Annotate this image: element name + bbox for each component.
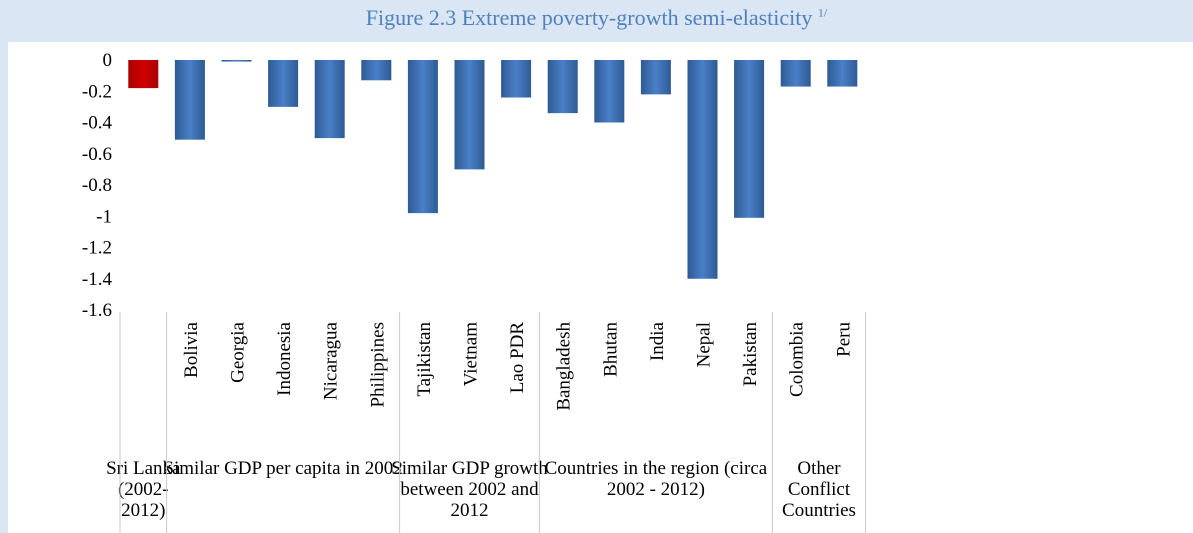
bar — [547, 60, 578, 114]
left-border-strip — [0, 42, 8, 533]
category-label: Philippines — [367, 322, 388, 408]
group-label: Other — [797, 458, 841, 479]
group-label: Countries in the region (circa — [545, 458, 768, 479]
group-label: between 2002 and — [400, 479, 539, 500]
group-label: 2012 — [451, 500, 489, 521]
group-label: Similar GDP growth — [391, 458, 548, 479]
category-label: Bolivia — [181, 321, 202, 378]
category-label: Bhutan — [600, 322, 621, 377]
bar — [314, 60, 345, 139]
y-tick-label: -1 — [96, 206, 112, 227]
bar — [640, 60, 671, 95]
category-label: Indonesia — [274, 321, 295, 395]
group-label: 2002 - 2012) — [607, 479, 705, 500]
group-label: (2002- — [118, 479, 169, 500]
bar — [734, 60, 765, 218]
chart-title-superscript: 1/ — [817, 5, 828, 20]
bar — [268, 60, 299, 107]
category-label: India — [647, 321, 668, 361]
group-label: 2012) — [121, 500, 165, 521]
y-tick-label: -1.2 — [82, 238, 112, 259]
bar — [780, 60, 811, 87]
group-label: Conflict — [788, 479, 851, 500]
category-label: Nicaragua — [321, 321, 342, 400]
bar — [174, 60, 205, 140]
group-label: Countries — [782, 500, 856, 521]
bar — [221, 60, 252, 62]
y-tick-label: -0.4 — [82, 113, 113, 134]
y-tick-label: -0.8 — [82, 175, 112, 196]
category-label: Pakistan — [740, 322, 761, 387]
y-tick-label: 0 — [103, 50, 113, 71]
category-label: Bangladesh — [554, 322, 575, 411]
category-label: Tajikistan — [414, 322, 435, 397]
category-label: Peru — [833, 322, 854, 357]
bar — [361, 60, 392, 81]
category-label: Lao PDR — [507, 322, 528, 394]
category-label: Vietnam — [461, 322, 482, 387]
category-label: Nepal — [694, 322, 715, 367]
bar — [454, 60, 485, 170]
y-tick-label: -1.6 — [82, 300, 112, 321]
group-label: Similar GDP per capita in 2002 — [163, 458, 402, 479]
bar — [407, 60, 438, 214]
bar — [594, 60, 625, 123]
bar — [501, 60, 532, 98]
group-label: Sri Lanka — [106, 458, 181, 479]
y-tick-label: -1.4 — [82, 269, 113, 290]
chart-title-text: Figure 2.3 Extreme poverty-growth semi-e… — [365, 5, 813, 30]
y-tick-label: -0.2 — [82, 81, 112, 102]
category-label: Georgia — [228, 321, 249, 382]
chart-title: Figure 2.3 Extreme poverty-growth semi-e… — [0, 5, 1193, 31]
bar — [827, 60, 858, 87]
bar-highlight — [128, 60, 159, 89]
bar — [687, 60, 718, 279]
category-label: Colombia — [787, 321, 808, 397]
title-bar — [0, 0, 1193, 42]
y-tick-label: -0.6 — [82, 144, 112, 165]
